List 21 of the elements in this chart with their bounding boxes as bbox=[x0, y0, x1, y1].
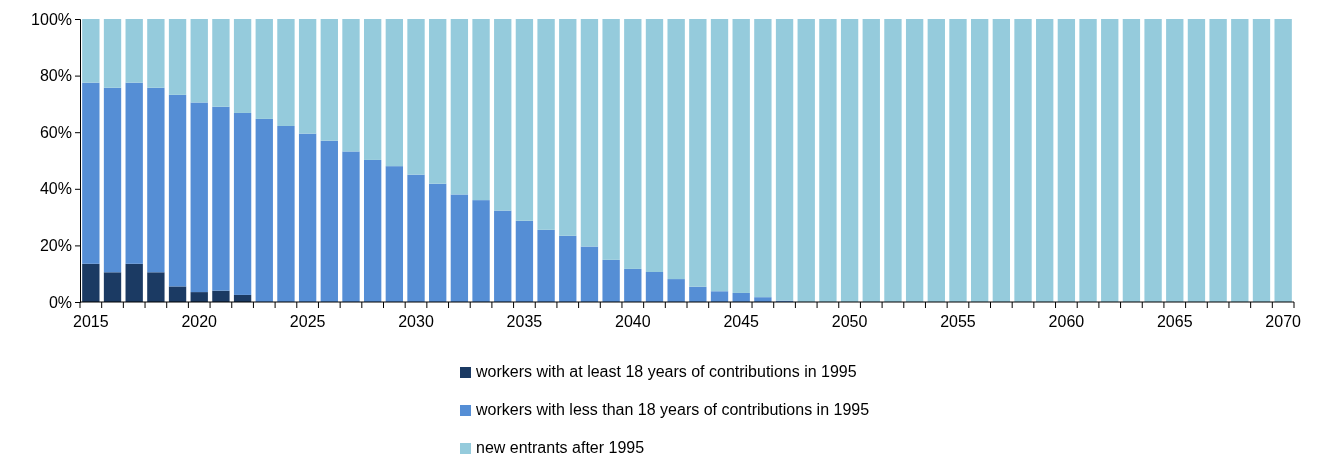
x-tick-label: 2025 bbox=[289, 313, 326, 330]
x-tick-label: 2050 bbox=[831, 313, 868, 330]
x-tick-label: 2045 bbox=[723, 313, 760, 330]
x-tick-label: 2020 bbox=[181, 313, 218, 330]
y-tick-label: 100% bbox=[31, 10, 72, 28]
y-tick-label: 60% bbox=[39, 123, 72, 141]
x-tick-label: 2030 bbox=[398, 313, 434, 330]
y-tick-label: 0% bbox=[48, 293, 72, 311]
x-tick-label: 2055 bbox=[940, 313, 976, 330]
x-tick-label: 2065 bbox=[1156, 313, 1193, 330]
y-tick-label: 20% bbox=[39, 237, 72, 255]
x-tick-label: 2060 bbox=[1048, 313, 1085, 330]
legend-label: workers with at least 18 years of contributions in 1995 bbox=[475, 363, 857, 380]
y-tick-label: 40% bbox=[39, 180, 72, 198]
x-tick-label: 2040 bbox=[615, 313, 651, 330]
y-tick-label: 80% bbox=[39, 67, 72, 85]
x-tick-label: 2070 bbox=[1265, 313, 1302, 330]
x-tick-label: 2035 bbox=[506, 313, 543, 330]
legend-label: workers with less than 18 years of contributions in 1995 bbox=[475, 401, 870, 418]
legend-label: new entrants after 1995 bbox=[476, 439, 645, 456]
x-tick-label: 2015 bbox=[73, 313, 109, 330]
